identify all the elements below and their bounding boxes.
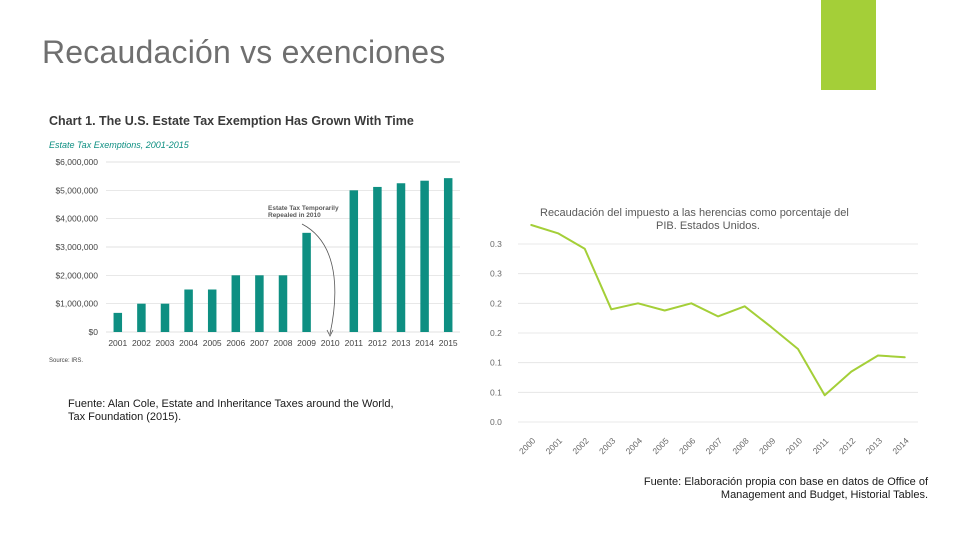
chart2-ytick-label: 0.0 — [490, 417, 502, 427]
chart2-xtick-label: 2013 — [864, 435, 885, 456]
chart1-xtick-label: 2004 — [179, 338, 198, 348]
chart1-bar — [207, 289, 217, 332]
chart2-ytick-label: 0.1 — [490, 387, 502, 397]
source-right-line1: Fuente: Elaboración propia con base en d… — [643, 476, 928, 488]
chart1-xtick-label: 2001 — [108, 338, 127, 348]
chart1-bar — [255, 275, 264, 332]
chart2-xtick-label: 2004 — [624, 435, 645, 456]
chart1-xtick-label: 2005 — [203, 338, 222, 348]
chart2-xtick-label: 2002 — [570, 435, 591, 456]
slide-title: Recaudación vs exenciones — [42, 34, 446, 70]
chart1-annotation-line1: Estate Tax Temporarily — [268, 205, 339, 212]
chart1-bar — [349, 190, 359, 332]
chart1-ytick-label: $5,000,000 — [55, 185, 98, 195]
chart2-xtick-label: 2012 — [837, 435, 858, 456]
chart1-bar — [302, 232, 311, 332]
chart2-ytick-label: 0.1 — [490, 358, 502, 368]
chart1-title: Chart 1. The U.S. Estate Tax Exemption H… — [49, 114, 414, 128]
chart1-xtick-label: 2011 — [345, 338, 364, 348]
chart1-xtick-label: 2010 — [321, 338, 340, 348]
chart1-bar — [137, 303, 146, 332]
chart2-ytick-label: 0.3 — [490, 269, 502, 279]
chart2-xtick-label: 2009 — [757, 435, 778, 456]
chart1-bar — [373, 186, 382, 332]
chart2-xtick-label: 2003 — [597, 435, 618, 456]
inheritance-tax-revenue-line-chart: Recaudación del impuesto a las herencias… — [490, 207, 918, 456]
estate-tax-exemption-bar-chart: Chart 1. The U.S. Estate Tax Exemption H… — [49, 114, 460, 364]
chart1-bar — [443, 178, 453, 332]
chart2-xtick-label: 2001 — [544, 435, 565, 456]
chart2-xtick-label: 2014 — [890, 435, 911, 456]
accent-bar — [821, 0, 876, 90]
chart2-xtick-label: 2010 — [784, 435, 805, 456]
chart1-xtick-label: 2014 — [415, 338, 434, 348]
chart1-xtick-label: 2012 — [368, 338, 387, 348]
chart1-ytick-label: $3,000,000 — [55, 242, 98, 252]
chart2-series-line — [530, 224, 906, 397]
chart1-source-note: Source: IRS. — [49, 358, 83, 364]
chart1-xtick-label: 2015 — [439, 338, 458, 348]
chart1-xtick-label: 2008 — [274, 338, 293, 348]
chart1-bar — [278, 275, 288, 332]
chart2-xtick-label: 2000 — [517, 435, 538, 456]
chart2-ytick-label: 0.2 — [490, 328, 502, 338]
source-left: Fuente: Alan Cole, Estate and Inheritanc… — [68, 398, 448, 424]
source-right: Fuente: Elaboración propia con base en d… — [600, 476, 928, 502]
chart2-xtick-label: 2007 — [704, 435, 725, 456]
chart1-ytick-label: $6,000,000 — [55, 157, 98, 167]
chart2-title-line2: PIB. Estados Unidos. — [656, 220, 760, 232]
chart1-bar — [231, 275, 241, 332]
chart1-xtick-label: 2009 — [297, 338, 316, 348]
chart1-ytick-label: $0 — [89, 327, 99, 337]
chart1-bar — [184, 289, 193, 332]
chart1-bar — [396, 183, 406, 332]
chart1-xtick-label: 2002 — [132, 338, 151, 348]
chart1-xtick-label: 2007 — [250, 338, 269, 348]
source-left-line2: Tax Foundation (2015). — [68, 411, 182, 423]
chart1-ytick-label: $4,000,000 — [55, 214, 98, 224]
chart1-annotation-arrowhead — [326, 329, 334, 337]
chart1-subtitle: Estate Tax Exemptions, 2001-2015 — [49, 140, 190, 150]
source-left-line1: Fuente: Alan Cole, Estate and Inheritanc… — [68, 398, 394, 410]
chart1-bar — [420, 180, 429, 332]
chart2-xtick-label: 2008 — [730, 435, 751, 456]
chart1-xtick-label: 2006 — [226, 338, 245, 348]
chart2-xtick-label: 2005 — [650, 435, 671, 456]
chart1-ytick-label: $2,000,000 — [55, 270, 98, 280]
source-right-line2: Management and Budget, Historial Tables. — [720, 489, 928, 501]
chart2-xtick-label: 2006 — [677, 435, 698, 456]
chart1-annotation-arrow — [301, 223, 336, 335]
chart1-bar — [113, 312, 123, 332]
chart2-title-line1: Recaudación del impuesto a las herencias… — [540, 207, 849, 219]
chart2-ytick-label: 0.3 — [490, 239, 502, 249]
chart1-annotation-line2: Repealed in 2010 — [268, 212, 321, 219]
chart2-ytick-label: 0.2 — [490, 298, 502, 308]
chart1-ytick-label: $1,000,000 — [55, 299, 98, 309]
chart1-xtick-label: 2003 — [156, 338, 175, 348]
chart2-xtick-label: 2011 — [811, 436, 831, 456]
chart1-bar — [160, 303, 170, 332]
chart1-xtick-label: 2013 — [392, 338, 411, 348]
